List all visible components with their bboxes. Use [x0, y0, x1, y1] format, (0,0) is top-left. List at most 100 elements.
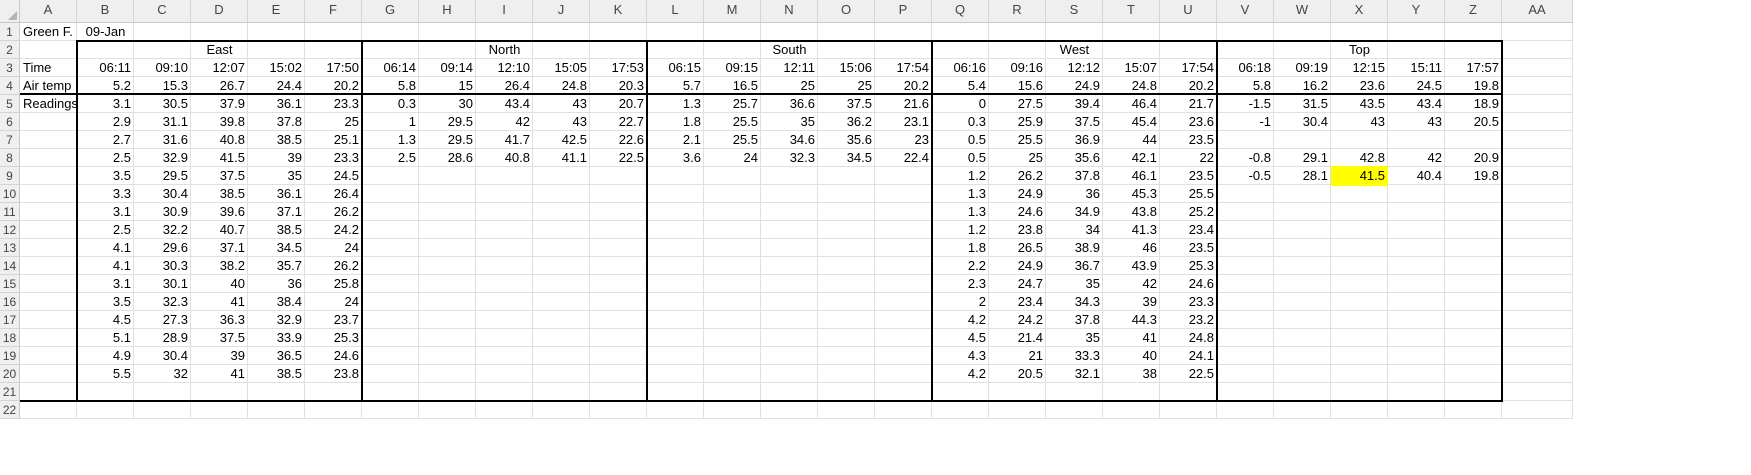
reading-cell[interactable]: 30.4 — [1302, 114, 1328, 129]
reading-cell[interactable]: 36.7 — [1074, 258, 1100, 273]
reading-cell[interactable]: 20.5 — [1017, 366, 1043, 381]
time-cell[interactable]: 15:07 — [1124, 60, 1157, 75]
air-temp-cell[interactable]: 5.4 — [967, 78, 986, 93]
reading-cell[interactable]: 43 — [1427, 114, 1442, 129]
reading-cell[interactable]: 24.6 — [1017, 204, 1043, 219]
time-cell[interactable]: 12:15 — [1352, 60, 1385, 75]
reading-cell[interactable]: 22.4 — [903, 150, 929, 165]
reading-cell[interactable]: 35.7 — [276, 258, 302, 273]
air-temp-cell[interactable]: 5.8 — [397, 78, 416, 93]
reading-cell[interactable]: 32.9 — [276, 312, 302, 327]
row-header-9[interactable]: 9 — [0, 167, 20, 185]
reading-cell[interactable]: 26.5 — [1017, 240, 1043, 255]
reading-cell[interactable]: 24.6 — [333, 348, 359, 363]
reading-cell[interactable]: 2.5 — [112, 222, 131, 237]
reading-cell[interactable]: 43 — [572, 114, 587, 129]
reading-cell[interactable]: 38.5 — [219, 186, 245, 201]
column-header-e[interactable]: E — [248, 0, 305, 23]
reading-cell[interactable]: 31.6 — [162, 132, 188, 147]
reading-cell[interactable]: 37.5 — [1074, 114, 1100, 129]
reading-cell[interactable]: 39 — [1142, 294, 1157, 309]
reading-cell[interactable]: 37.9 — [219, 96, 245, 111]
reading-cell[interactable]: 34.3 — [1074, 294, 1100, 309]
row-header-16[interactable]: 16 — [0, 293, 20, 311]
column-header-z[interactable]: Z — [1445, 0, 1502, 23]
reading-cell[interactable]: 21.6 — [903, 96, 929, 111]
air-temp-cell[interactable]: 19.8 — [1473, 78, 1499, 93]
reading-cell[interactable]: -1 — [1259, 114, 1271, 129]
reading-cell[interactable]: 29.6 — [162, 240, 188, 255]
select-all-corner[interactable] — [0, 0, 20, 23]
air-temp-cell[interactable]: 23.6 — [1359, 78, 1385, 93]
reading-cell[interactable]: 37.1 — [219, 240, 245, 255]
air-temp-cell[interactable]: 16.2 — [1302, 78, 1328, 93]
column-header-o[interactable]: O — [818, 0, 875, 23]
reading-cell[interactable]: 32.3 — [162, 294, 188, 309]
reading-cell[interactable]: 39 — [287, 150, 302, 165]
air-temp-cell[interactable]: 20.2 — [1188, 78, 1214, 93]
air-temp-cell[interactable]: 5.2 — [112, 78, 131, 93]
column-header-a[interactable]: A — [20, 0, 77, 23]
reading-cell[interactable]: 25 — [344, 114, 359, 129]
reading-cell[interactable]: 1.3 — [682, 96, 701, 111]
reading-cell[interactable]: 4.5 — [967, 330, 986, 345]
reading-cell[interactable]: -0.5 — [1248, 168, 1271, 183]
time-cell[interactable]: 15:02 — [269, 60, 302, 75]
reading-cell[interactable]: 24 — [743, 150, 758, 165]
reading-cell[interactable]: 43.9 — [1131, 258, 1157, 273]
reading-cell[interactable]: 3.1 — [112, 204, 131, 219]
reading-cell[interactable]: 33.3 — [1074, 348, 1100, 363]
air-temp-cell[interactable]: 15.3 — [162, 78, 188, 93]
reading-cell[interactable]: 2 — [978, 294, 986, 309]
reading-cell[interactable]: 23.5 — [1188, 240, 1214, 255]
reading-cell[interactable]: 4.5 — [112, 312, 131, 327]
column-header-w[interactable]: W — [1274, 0, 1331, 23]
section-header-top[interactable]: Top — [1349, 42, 1370, 57]
reading-cell[interactable]: 1.3 — [397, 132, 416, 147]
reading-cell[interactable]: 3.1 — [112, 276, 131, 291]
reading-cell[interactable]: 21.4 — [1017, 330, 1043, 345]
reading-cell[interactable]: 35.6 — [846, 132, 872, 147]
reading-cell[interactable]: 25.8 — [333, 276, 359, 291]
reading-cell[interactable]: 42.1 — [1131, 150, 1157, 165]
reading-cell[interactable]: 38.5 — [276, 366, 302, 381]
row-header-5[interactable]: 5 — [0, 95, 20, 113]
reading-cell[interactable]: 26.2 — [1017, 168, 1043, 183]
reading-cell[interactable]: 25.1 — [333, 132, 359, 147]
reading-cell[interactable]: 24.8 — [1188, 330, 1214, 345]
row-header-22[interactable]: 22 — [0, 401, 20, 419]
air-temp-cell[interactable]: 24.5 — [1416, 78, 1442, 93]
column-header-r[interactable]: R — [989, 0, 1046, 23]
reading-cell[interactable]: 38.5 — [276, 222, 302, 237]
reading-cell[interactable]: 5.1 — [112, 330, 131, 345]
time-cell[interactable]: 15:05 — [554, 60, 587, 75]
reading-cell[interactable]: 23.1 — [903, 114, 929, 129]
reading-cell[interactable]: 23.6 — [1188, 114, 1214, 129]
section-header-east[interactable]: East — [206, 42, 233, 57]
reading-cell[interactable]: 34.6 — [789, 132, 815, 147]
reading-cell[interactable]: 28.9 — [162, 330, 188, 345]
cell-a5[interactable]: Readings — [23, 96, 78, 111]
cell-b1[interactable]: 09-Jan — [85, 24, 126, 39]
reading-cell[interactable]: 27.3 — [162, 312, 188, 327]
time-cell[interactable]: 12:10 — [497, 60, 530, 75]
reading-cell[interactable]: 18.9 — [1473, 96, 1499, 111]
reading-cell[interactable]: 37.5 — [219, 168, 245, 183]
time-cell[interactable]: 09:10 — [155, 60, 188, 75]
reading-cell[interactable]: 3.3 — [112, 186, 131, 201]
reading-cell[interactable]: 44 — [1142, 132, 1157, 147]
time-cell[interactable]: 09:15 — [725, 60, 758, 75]
reading-cell[interactable]: 27.5 — [1017, 96, 1043, 111]
reading-cell[interactable]: 41 — [230, 294, 245, 309]
reading-cell[interactable]: 38.2 — [219, 258, 245, 273]
reading-cell[interactable]: 26.2 — [333, 204, 359, 219]
reading-cell[interactable]: 36.1 — [276, 96, 302, 111]
reading-cell[interactable]: 41.3 — [1131, 222, 1157, 237]
reading-cell[interactable]: 29.5 — [447, 114, 473, 129]
reading-cell[interactable]: 22.5 — [1188, 366, 1214, 381]
reading-cell[interactable]: 29.5 — [447, 132, 473, 147]
reading-cell[interactable]: 23 — [914, 132, 929, 147]
reading-cell[interactable]: 38 — [1142, 366, 1157, 381]
reading-cell[interactable]: 4.3 — [967, 348, 986, 363]
reading-cell[interactable]: 0.5 — [967, 132, 986, 147]
